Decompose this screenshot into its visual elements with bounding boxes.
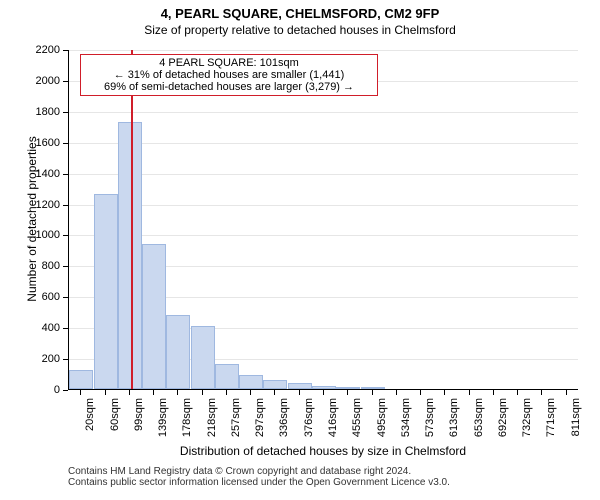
x-tick [347, 390, 348, 395]
x-tick-label: 771sqm [545, 398, 557, 448]
chart-footer: Contains HM Land Registry data © Crown c… [68, 466, 450, 488]
y-tick [63, 235, 68, 236]
x-tick [517, 390, 518, 395]
x-tick [493, 390, 494, 395]
chart-address-title: 4, PEARL SQUARE, CHELMSFORD, CM2 9FP [0, 0, 600, 21]
x-tick [566, 390, 567, 395]
x-tick-label: 99sqm [133, 398, 145, 448]
y-tick [63, 174, 68, 175]
chart-container: 4, PEARL SQUARE, CHELMSFORD, CM2 9FP Siz… [0, 0, 600, 500]
y-tick-label: 0 [0, 384, 60, 396]
y-tick [63, 143, 68, 144]
y-tick-label: 1600 [0, 137, 60, 149]
info-line-size: 4 PEARL SQUARE: 101sqm [87, 57, 371, 69]
x-tick-label: 218sqm [206, 398, 218, 448]
x-tick-label: 416sqm [327, 398, 339, 448]
y-tick [63, 112, 68, 113]
x-tick-label: 653sqm [473, 398, 485, 448]
x-tick [444, 390, 445, 395]
x-tick [372, 390, 373, 395]
y-tick [63, 390, 68, 391]
y-tick-label: 2200 [0, 44, 60, 56]
histogram-bar [336, 387, 360, 389]
info-line-smaller: ← 31% of detached houses are smaller (1,… [87, 69, 371, 81]
x-tick [105, 390, 106, 395]
gridline [69, 112, 578, 113]
gridline [69, 50, 578, 51]
histogram-bar [312, 386, 336, 389]
footer-line-2: Contains public sector information licen… [68, 477, 450, 488]
x-tick [226, 390, 227, 395]
x-tick [323, 390, 324, 395]
y-tick [63, 205, 68, 206]
y-tick-label: 200 [0, 353, 60, 365]
x-tick-label: 60sqm [109, 398, 121, 448]
y-tick-label: 1800 [0, 106, 60, 118]
gridline [69, 235, 578, 236]
x-tick-label: 257sqm [230, 398, 242, 448]
x-tick [299, 390, 300, 395]
y-tick [63, 328, 68, 329]
x-tick [274, 390, 275, 395]
x-tick [202, 390, 203, 395]
gridline [69, 174, 578, 175]
y-tick-label: 1200 [0, 199, 60, 211]
y-tick-label: 800 [0, 260, 60, 272]
x-tick-label: 20sqm [84, 398, 96, 448]
y-tick [63, 81, 68, 82]
x-tick-label: 178sqm [181, 398, 193, 448]
x-tick [80, 390, 81, 395]
y-tick-label: 2000 [0, 75, 60, 87]
y-tick [63, 359, 68, 360]
histogram-bar [191, 326, 215, 389]
x-tick-label: 455sqm [351, 398, 363, 448]
y-tick [63, 50, 68, 51]
x-tick-label: 613sqm [448, 398, 460, 448]
x-tick-label: 376sqm [303, 398, 315, 448]
x-tick-label: 534sqm [400, 398, 412, 448]
histogram-bar [361, 387, 385, 389]
property-marker-line [131, 50, 133, 389]
y-tick-label: 400 [0, 322, 60, 334]
histogram-bar [166, 315, 190, 389]
plot-area [68, 50, 578, 390]
x-tick [420, 390, 421, 395]
x-tick-label: 336sqm [278, 398, 290, 448]
x-tick [177, 390, 178, 395]
x-tick-label: 573sqm [424, 398, 436, 448]
gridline [69, 205, 578, 206]
y-tick-label: 1400 [0, 168, 60, 180]
x-tick [396, 390, 397, 395]
chart-subtitle: Size of property relative to detached ho… [0, 21, 600, 37]
x-tick [153, 390, 154, 395]
x-tick-label: 811sqm [570, 398, 582, 448]
x-tick-label: 297sqm [254, 398, 266, 448]
gridline [69, 143, 578, 144]
y-tick-label: 600 [0, 291, 60, 303]
x-tick [250, 390, 251, 395]
histogram-bar [288, 383, 312, 389]
histogram-bar [94, 194, 118, 389]
y-tick [63, 297, 68, 298]
x-tick [129, 390, 130, 395]
x-tick [541, 390, 542, 395]
x-tick [469, 390, 470, 395]
y-axis-title: Number of detached properties [25, 119, 39, 319]
histogram-bar [118, 122, 142, 389]
histogram-bar [215, 364, 239, 389]
histogram-bar [69, 370, 93, 389]
x-tick-label: 692sqm [497, 398, 509, 448]
histogram-bar [142, 244, 166, 389]
property-info-box: 4 PEARL SQUARE: 101sqm ← 31% of detached… [80, 54, 378, 96]
y-tick-label: 1000 [0, 229, 60, 241]
footer-line-1: Contains HM Land Registry data © Crown c… [68, 466, 450, 477]
x-tick-label: 495sqm [376, 398, 388, 448]
histogram-bar [239, 375, 263, 389]
x-tick-label: 732sqm [521, 398, 533, 448]
x-tick-label: 139sqm [157, 398, 169, 448]
info-line-larger: 69% of semi-detached houses are larger (… [87, 81, 371, 93]
histogram-bar [263, 380, 287, 389]
y-tick [63, 266, 68, 267]
